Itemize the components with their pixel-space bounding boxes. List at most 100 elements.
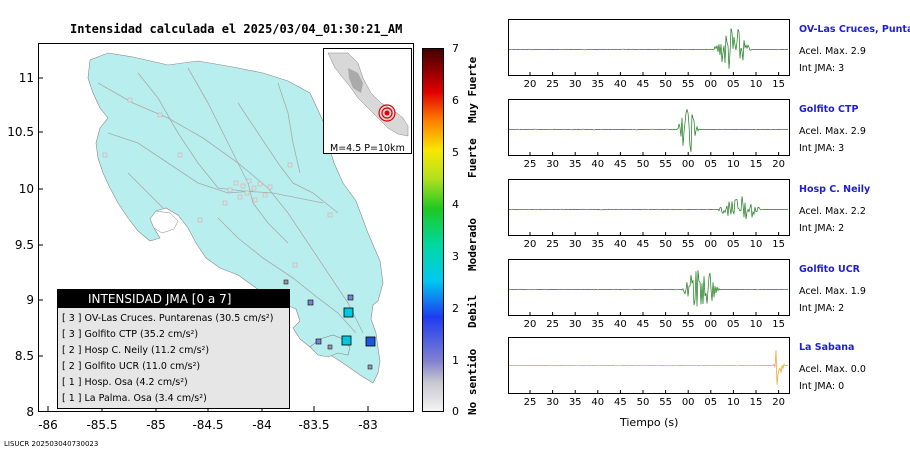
time-tick: 45 xyxy=(614,159,627,170)
time-tick: 15 xyxy=(772,79,785,90)
colorbar-label-muy-fuerte: Muy Fuerte xyxy=(466,56,479,123)
time-tick: 40 xyxy=(614,79,627,90)
time-tick: 40 xyxy=(614,319,627,330)
time-tick: 35 xyxy=(568,159,582,170)
station-name: Golfito CTP xyxy=(799,104,859,115)
time-tick: 35 xyxy=(591,239,605,250)
time-tick: 55 xyxy=(681,79,695,90)
time-tick: 10 xyxy=(727,397,740,408)
time-tick: 15 xyxy=(772,239,785,250)
inset-caption: M=4.5 P=10km xyxy=(330,143,405,154)
colorbar-label-moderado: Moderado xyxy=(466,218,479,271)
waveform-panel xyxy=(508,179,790,236)
lon-tick: -83.5 xyxy=(298,418,330,432)
time-tick: 45 xyxy=(636,319,650,330)
marker-la-palma xyxy=(315,338,322,345)
time-tick: 00 xyxy=(681,397,695,408)
map-title: Intensidad calculada el 2025/03/04_01:30… xyxy=(70,22,403,36)
time-tick: 30 xyxy=(546,397,559,408)
lat-tick: 9 xyxy=(26,293,34,307)
time-tick: 35 xyxy=(591,79,605,90)
time-tick: 15 xyxy=(749,397,763,408)
time-tick: 10 xyxy=(749,79,763,90)
time-tick: 05 xyxy=(727,79,740,90)
time-tick: 10 xyxy=(749,239,763,250)
station-cluster xyxy=(102,97,333,268)
colorbar-tick: 0 xyxy=(452,405,459,418)
colorbar-tick: 4 xyxy=(452,198,459,211)
time-tick: 40 xyxy=(591,159,605,170)
colorbar-tick: 6 xyxy=(452,94,459,107)
time-tick: 30 xyxy=(568,239,582,250)
lat-tick: 10 xyxy=(18,182,34,196)
time-tick: 40 xyxy=(591,397,605,408)
station-acel-max: Acel. Max. 0.0 xyxy=(799,364,866,375)
time-tick: 30 xyxy=(568,319,582,330)
lon-tick: -85 xyxy=(146,418,166,432)
time-tick: 25 xyxy=(523,397,537,408)
time-tick: 50 xyxy=(659,79,672,90)
station-int-jma: Int JMA: 3 xyxy=(799,143,845,154)
intensity-colorbar xyxy=(422,48,444,412)
colorbar-label-no-sentido: No sentido xyxy=(466,348,479,415)
time-tick: 25 xyxy=(546,319,559,330)
station-name: Hosp C. Neily xyxy=(799,184,871,195)
colorbar-tick: 5 xyxy=(452,146,459,159)
time-tick: 55 xyxy=(659,397,672,408)
waveform-trace xyxy=(508,270,789,307)
time-tick: 20 xyxy=(772,397,785,408)
time-tick: 45 xyxy=(636,79,650,90)
time-tick: 05 xyxy=(727,239,740,250)
station-int-jma: Int JMA: 0 xyxy=(799,381,845,392)
time-tick: 55 xyxy=(681,319,695,330)
legend-row: [ 2 ] Golfito UCR (11.0 cm/s²) xyxy=(62,361,201,372)
time-tick: 45 xyxy=(636,239,650,250)
time-tick: 45 xyxy=(614,397,627,408)
time-tick: 35 xyxy=(591,319,605,330)
lat-tick: 11 xyxy=(18,71,34,85)
marker-hosp-osa xyxy=(307,299,314,306)
legend-row: [ 2 ] Hosp C. Neily (11.2 cm/s²) xyxy=(62,345,210,356)
station-int-jma: Int JMA: 2 xyxy=(799,223,845,234)
time-tick: 25 xyxy=(546,239,559,250)
time-tick: 50 xyxy=(636,159,650,170)
time-tick: 30 xyxy=(568,79,582,90)
lat-tick: 10.5 xyxy=(7,125,34,139)
time-tick: 00 xyxy=(704,79,718,90)
colorbar-label-fuerte: Fuerte xyxy=(466,138,479,178)
waveform-trace xyxy=(508,196,788,220)
marker-ov-las-cruces xyxy=(343,307,354,318)
station-int-jma: Int JMA: 3 xyxy=(799,63,845,74)
time-tick: 05 xyxy=(727,319,740,330)
legend-header: INTENSIDAD JMA [0 a 7] xyxy=(58,290,289,308)
time-tick: 05 xyxy=(704,159,718,170)
station-int-jma: Int JMA: 2 xyxy=(799,303,845,314)
waveform-panel xyxy=(508,99,790,156)
lon-tick: -85.5 xyxy=(86,418,118,432)
lon-tick: -83 xyxy=(358,418,378,432)
waveform-trace xyxy=(509,28,788,69)
time-tick: 10 xyxy=(749,319,763,330)
time-tick: 05 xyxy=(704,397,718,408)
lon-tick: -84 xyxy=(252,418,272,432)
lat-tick: 8 xyxy=(26,405,34,419)
colorbar-tick: 2 xyxy=(452,302,459,315)
waveform-panel xyxy=(508,259,790,316)
footer-id: LISUCR 202503040730023 xyxy=(4,440,99,448)
legend-row: [ 3 ] OV-Las Cruces. Puntarenas (30.5 cm… xyxy=(62,313,274,324)
time-tick: 40 xyxy=(614,239,627,250)
time-tick: 15 xyxy=(772,319,785,330)
time-tick: 00 xyxy=(681,159,695,170)
intensity-legend: INTENSIDAD JMA [0 a 7] [ 3 ] OV-Las Cruc… xyxy=(57,289,290,409)
time-tick: 55 xyxy=(659,159,672,170)
station-acel-max: Acel. Max. 2.9 xyxy=(799,46,866,57)
colorbar-tick: 3 xyxy=(452,250,459,263)
time-tick: 50 xyxy=(659,319,672,330)
station-name: OV-Las Cruces, Puntar xyxy=(799,24,910,35)
time-tick: 25 xyxy=(523,159,537,170)
legend-row: [ 1 ] La Palma. Osa (3.4 cm/s²) xyxy=(62,393,207,404)
waveform-trace xyxy=(508,349,788,385)
time-tick: 30 xyxy=(546,159,559,170)
legend-row: [ 1 ] Hosp. Osa (4.2 cm/s²) xyxy=(62,377,188,388)
time-tick: 10 xyxy=(727,159,740,170)
